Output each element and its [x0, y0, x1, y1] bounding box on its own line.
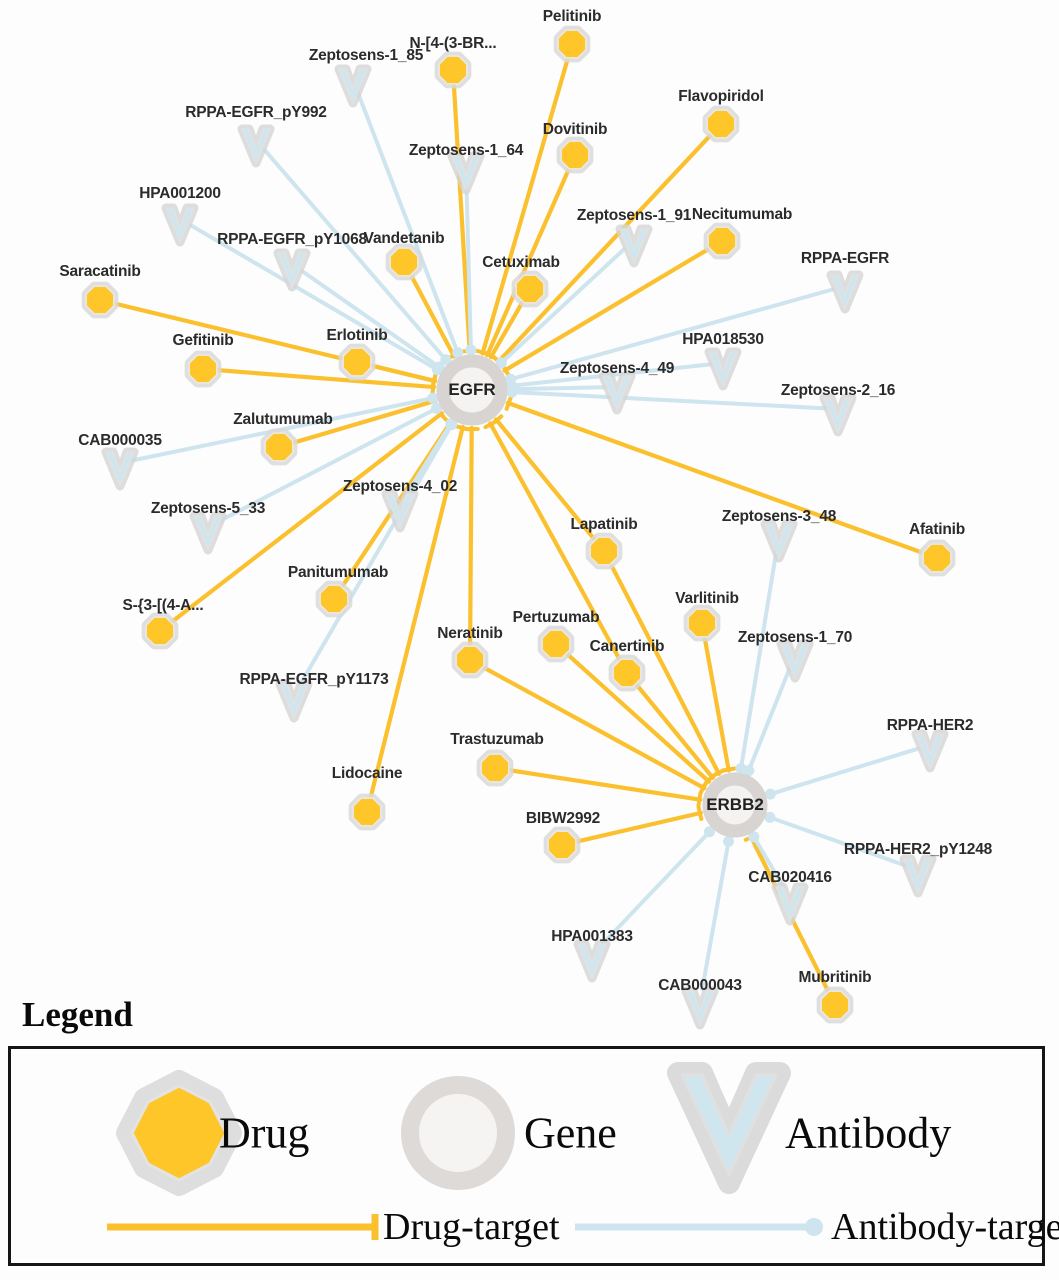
drug-node[interactable] [345, 790, 389, 834]
drug-node[interactable] [534, 622, 578, 666]
legend-antibody-target-line [571, 1207, 831, 1252]
drug-node[interactable] [473, 746, 517, 790]
antibody-node[interactable] [376, 484, 424, 538]
legend-drug-target-line [103, 1207, 393, 1252]
antibody-node[interactable] [96, 442, 144, 496]
antibody-node[interactable] [699, 342, 747, 396]
antibody-node[interactable] [814, 388, 862, 442]
drug-node[interactable] [431, 48, 475, 92]
antibody-node[interactable] [156, 198, 204, 252]
drug-node[interactable] [257, 425, 301, 469]
network-canvas[interactable]: N-[4-(3-BR... Pelitinib Dovitinib Flavopiri… [0, 0, 1059, 1030]
drug-node[interactable] [78, 278, 122, 322]
legend-drug-label: Drug [219, 1108, 310, 1158]
antibody-node[interactable] [270, 674, 318, 728]
antibody-node[interactable] [894, 849, 942, 903]
antibody-node[interactable] [329, 59, 377, 113]
legend-gene-label: Gene [524, 1108, 617, 1158]
antibody-node[interactable] [755, 514, 803, 568]
legend-title: Legend [22, 995, 133, 1034]
antibody-node[interactable] [442, 146, 490, 200]
drug-node[interactable] [550, 22, 594, 66]
antibody-node[interactable] [821, 265, 869, 319]
legend-drug-icon [114, 1068, 244, 1198]
drug-node[interactable] [915, 536, 959, 580]
legend-antibody-icon [664, 1062, 794, 1203]
antibody-node[interactable] [593, 366, 641, 420]
legend-gene-icon [393, 1068, 523, 1198]
drug-node[interactable] [540, 823, 584, 867]
drug-node[interactable] [605, 651, 649, 695]
drug-node[interactable] [181, 347, 225, 391]
drug-node[interactable] [699, 102, 743, 146]
antibody-node[interactable] [766, 877, 814, 931]
drug-node[interactable] [700, 219, 744, 263]
drug-node[interactable] [553, 133, 597, 177]
drug-node[interactable] [582, 529, 626, 573]
antibody-node[interactable] [184, 506, 232, 560]
legend-box: Drug Gene Antibody Drug-target [8, 1046, 1059, 1266]
legend-antibody-label: Antibody [785, 1108, 952, 1158]
gene-node[interactable] [697, 767, 773, 843]
drug-node[interactable] [680, 601, 724, 645]
drug-node[interactable] [448, 638, 492, 682]
drug-node[interactable] [138, 609, 182, 653]
antibody-node[interactable] [568, 934, 616, 988]
drug-node[interactable] [813, 983, 857, 1027]
antibody-node[interactable] [268, 243, 316, 297]
antibody-node[interactable] [232, 119, 280, 173]
antibody-node[interactable] [771, 634, 819, 688]
drug-node[interactable] [508, 267, 552, 311]
antibody-node[interactable] [676, 981, 724, 1035]
legend-antibody-target-label: Antibody-target [831, 1206, 1059, 1248]
drug-node[interactable] [312, 577, 356, 621]
drug-node[interactable] [335, 340, 379, 384]
gene-node[interactable] [431, 349, 513, 431]
legend-drug-target-label: Drug-target [383, 1206, 560, 1248]
antibody-node[interactable] [610, 219, 658, 273]
antibody-node[interactable] [906, 724, 954, 778]
drug-node[interactable] [382, 240, 426, 284]
